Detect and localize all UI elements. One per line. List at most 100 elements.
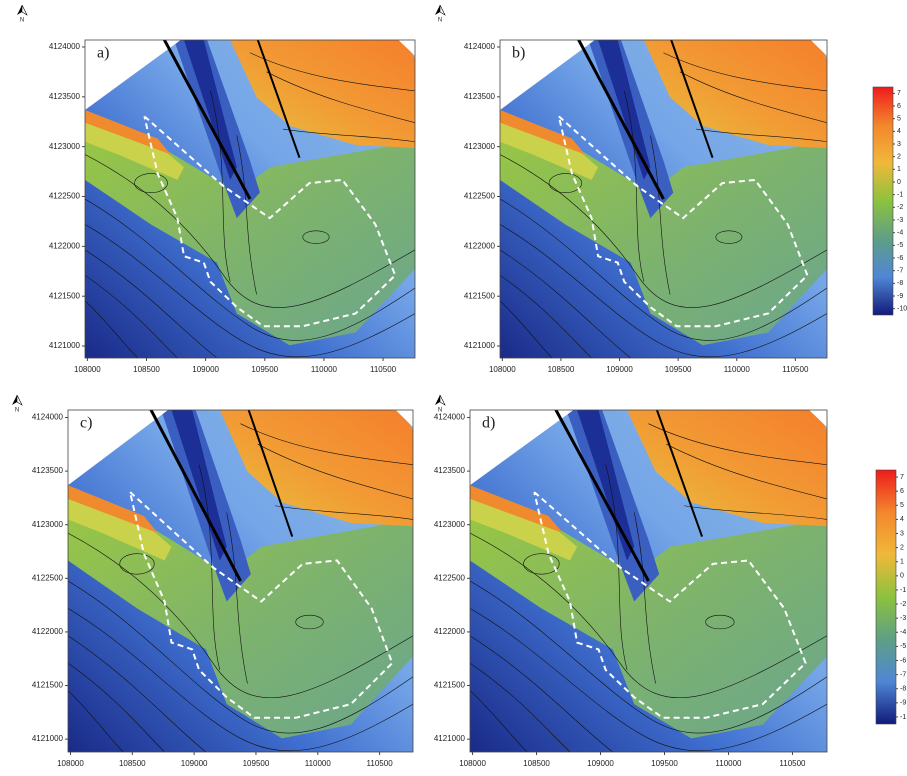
y-tick-label: 4123500 [32,466,64,475]
figure: a)10800010850010900010950011000011050041… [0,0,907,771]
x-tick-label: 110000 [724,365,751,374]
colorbar-tick-label: -10 [897,306,907,313]
north-arrow [12,395,17,405]
colorbar-tick-label: -9 [897,293,903,300]
north-label: N [15,408,19,414]
colorbar-tick-label: 7 [897,90,901,97]
y-tick-label: 4121500 [49,291,81,300]
x-tick-label: 109000 [587,759,614,768]
colorbar [873,87,893,315]
colorbar-tick-label: -7 [900,671,906,678]
y-tick-label: 4121000 [32,734,64,743]
map-panel [68,396,413,752]
colorbar-tick-label: 5 [900,502,904,509]
north-label: N [438,408,442,414]
colorbar-tick-label: -4 [897,230,903,237]
y-tick-label: 4122000 [464,241,496,250]
colorbar-tick-label: 1 [900,559,904,566]
colorbar-tick-label: 5 [897,116,901,123]
x-tick-label: 110500 [782,365,809,374]
contour-map [85,27,415,358]
y-tick-label: 4121000 [434,734,466,743]
y-tick-label: 4123000 [464,142,496,151]
y-tick-label: 4122000 [32,627,64,636]
colorbar-tick-label: 7 [900,474,904,481]
y-tick-label: 4123500 [464,92,496,101]
colorbar-tick-label: 4 [900,516,904,523]
contour-map [500,27,827,358]
x-tick-label: 108000 [74,365,101,374]
x-tick-label: 109500 [651,759,678,768]
colorbar-tick-label: -2 [900,601,906,608]
y-tick-label: 4122500 [32,573,64,582]
x-tick-label: 108000 [489,365,516,374]
x-tick-label: 109500 [251,365,278,374]
x-tick-label: 110500 [779,759,806,768]
panel-label: a) [97,45,109,62]
colorbar-tick-label: 1 [897,166,901,173]
x-tick-label: 108500 [119,759,146,768]
x-tick-label: 109000 [606,365,633,374]
colorbar-tick-label: -8 [900,686,906,693]
x-tick-label: 108000 [57,759,84,768]
colorbar-tick-label: -9 [900,700,906,707]
north-label: N [20,18,24,24]
panel-label: b) [512,45,525,62]
north-arrow [22,5,27,15]
colorbar-tick-label: -3 [897,217,903,224]
colorbar-tick-label: -1 [897,192,903,199]
colorbar-tick-label: -1 [900,587,906,594]
y-tick-label: 4123000 [434,520,466,529]
x-tick-label: 110500 [367,759,394,768]
y-tick-label: 4123000 [49,142,81,151]
y-tick-label: 4123000 [32,520,64,529]
y-tick-label: 4122500 [464,192,496,201]
y-tick-label: 4121000 [49,341,81,350]
panel-label: c) [80,415,92,432]
map-panel [470,396,827,752]
colorbar-tick-label: 3 [900,530,904,537]
colorbar-tick-label: -7 [897,268,903,275]
x-tick-label: 109500 [665,365,692,374]
colorbar-tick-label: -2 [897,204,903,211]
colorbar-tick-label: 2 [897,154,901,161]
x-tick-label: 109000 [192,365,219,374]
map-panel [85,27,415,358]
y-tick-label: 4122000 [434,627,466,636]
north-arrow [440,395,445,405]
y-tick-label: 4121500 [32,681,64,690]
y-tick-label: 4122500 [434,573,466,582]
north-arrow [17,395,22,405]
y-tick-label: 4124000 [464,42,496,51]
y-tick-label: 4121000 [464,341,496,350]
x-tick-label: 108500 [548,365,575,374]
north-arrow [17,5,22,15]
colorbar-tick-label: -5 [900,643,906,650]
x-tick-label: 108000 [459,759,486,768]
colorbar-tick-label: -6 [900,657,906,664]
colorbar-tick-label: -5 [897,242,903,249]
north-arrow [435,5,440,15]
colorbar-tick-label: 3 [897,141,901,148]
colorbar-tick-label: 4 [897,128,901,135]
colorbar-tick-label: 6 [897,103,901,110]
y-tick-label: 4121500 [434,681,466,690]
y-tick-label: 4121500 [464,291,496,300]
colorbar-tick-label: 2 [900,544,904,551]
north-label: N [438,18,442,24]
y-tick-label: 4123500 [434,466,466,475]
x-tick-label: 110000 [305,759,332,768]
colorbar-tick-label: -1 [900,714,906,721]
north-arrow [435,395,440,405]
colorbar-tick-label: 0 [900,573,904,580]
colorbar-tick-label: -8 [897,280,903,287]
y-tick-label: 4122500 [49,192,81,201]
x-tick-label: 109000 [181,759,208,768]
y-tick-label: 4122000 [49,241,81,250]
y-tick-label: 4124000 [49,42,81,51]
colorbar-tick-label: -6 [897,255,903,262]
y-tick-label: 4124000 [32,413,64,422]
x-tick-label: 110000 [311,365,338,374]
x-tick-label: 110500 [370,365,397,374]
contour-map [470,396,827,752]
